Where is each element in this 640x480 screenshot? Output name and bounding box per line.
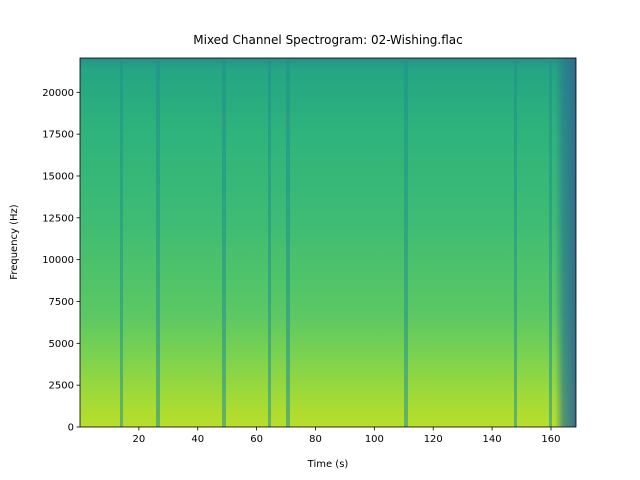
x-tick-label: 20 <box>133 434 146 445</box>
x-tick-label: 120 <box>424 434 443 445</box>
y-tick-label: 7500 <box>49 297 74 308</box>
x-tick-label: 40 <box>191 434 204 445</box>
y-tick-label: 15000 <box>42 171 74 182</box>
x-tick-label: 80 <box>309 434 322 445</box>
y-tick-label: 2500 <box>49 381 74 392</box>
x-tick-label: 100 <box>365 434 384 445</box>
y-tick-label: 0 <box>68 423 74 434</box>
x-tick-label: 140 <box>483 434 502 445</box>
plot-frame <box>79 57 577 428</box>
y-tick-label: 5000 <box>49 339 74 350</box>
y-tick-label: 10000 <box>42 255 74 266</box>
y-tick-label: 12500 <box>42 213 74 224</box>
spectrogram-image <box>80 58 576 427</box>
y-tick-label: 20000 <box>42 88 74 99</box>
x-axis-label: Time (s) <box>307 459 349 470</box>
x-tick-label: 160 <box>541 434 560 445</box>
y-axis-label: Frequency (Hz) <box>9 204 20 280</box>
chart-title: Mixed Channel Spectrogram: 02-Wishing.fl… <box>193 33 462 47</box>
x-tick-label: 60 <box>250 434 263 445</box>
y-tick-label: 17500 <box>42 130 74 141</box>
